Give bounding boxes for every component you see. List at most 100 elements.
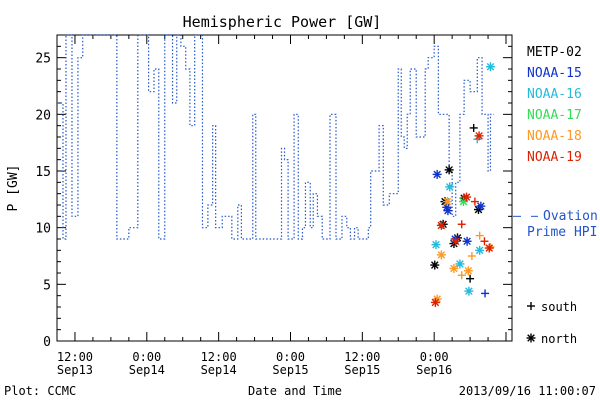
north-marker (431, 240, 441, 250)
north-marker (485, 62, 495, 72)
x-tick-label-time: 12:00 (344, 350, 380, 364)
north-marker (449, 263, 459, 273)
marker-stroke (485, 244, 494, 252)
ovation-series-line (57, 34, 495, 240)
ovation-label-line2: Prime HPI (527, 225, 597, 240)
x-tick-label-time: 0:00 (276, 350, 305, 364)
legend-entry: NOAA-16 (527, 87, 582, 102)
north-marker (430, 260, 440, 270)
ovation-line-path (57, 34, 495, 240)
y-tick-label: 25 (35, 52, 51, 67)
marker-stroke (445, 166, 453, 174)
north-marker (436, 250, 446, 260)
marker-stroke (464, 266, 473, 275)
south-marker (469, 123, 478, 132)
marker-stroke (465, 287, 473, 295)
north-marker (442, 197, 452, 207)
satellite-points (430, 62, 495, 307)
legend-entry: NOAA-18 (527, 129, 582, 144)
x-tick-label-time: 12:00 (201, 350, 237, 364)
x-tick-label-date: Sep15 (272, 363, 308, 377)
marker-stroke (459, 197, 468, 206)
north-marker (430, 297, 440, 307)
series-noaa-17 (459, 197, 469, 207)
x-tick-label-date: Sep13 (57, 363, 93, 377)
north-marker (455, 259, 465, 269)
marker-stroke (456, 260, 464, 268)
marker-stroke (486, 62, 495, 71)
north-marker (476, 201, 486, 211)
marker-stroke (475, 132, 483, 140)
x-tick-label-date: Sep16 (416, 363, 452, 377)
marker-stroke (450, 264, 458, 273)
y-tick-label: 5 (43, 278, 51, 293)
south-marker (467, 252, 476, 260)
y-tick-label: 20 (35, 108, 51, 123)
south-marker (466, 274, 475, 283)
south-marker (527, 302, 535, 310)
north-marker (436, 220, 446, 230)
north-marker (451, 236, 461, 246)
south-marker (473, 135, 482, 144)
series-noaa-16 (431, 62, 495, 296)
marker-stroke (431, 298, 440, 307)
north-marker (459, 197, 469, 207)
marker-stroke (443, 197, 452, 206)
x-tick-label-date: Sep14 (129, 363, 165, 377)
marker-stroke (477, 202, 485, 210)
legend: METP-02 NOAA-15 NOAA-16 NOAA-17 NOAA-18 NOAA-… (527, 45, 582, 165)
x-tick-label-date: Sep15 (344, 363, 380, 377)
series-noaa-19 (430, 131, 494, 307)
plot-frame (56, 34, 513, 342)
north-marker (462, 236, 472, 246)
y-tick-label: 15 (35, 165, 51, 180)
marker-legend-label: north (541, 332, 577, 346)
marker-stroke (437, 221, 446, 230)
south-marker (481, 289, 490, 298)
marker-stroke (463, 237, 471, 246)
north-marker (432, 169, 442, 179)
x-axis-label: Date and Time (248, 384, 342, 398)
south-marker (480, 237, 489, 246)
plot-border (56, 34, 513, 342)
plot-credit: Plot: CCMC (4, 384, 76, 398)
north-marker (463, 266, 473, 276)
north-marker (444, 165, 454, 175)
series-noaa-15 (432, 169, 490, 298)
ovation-label-line1: Ovation (543, 209, 598, 224)
x-tick-label-time: 0:00 (132, 350, 161, 364)
marker-stroke (462, 193, 471, 201)
south-marker (475, 231, 484, 240)
series-noaa-18 (432, 197, 495, 304)
north-marker (474, 131, 484, 141)
legend-entry: METP-02 (527, 45, 582, 60)
legend-entry: NOAA-19 (527, 150, 582, 165)
marker-stroke (451, 237, 460, 246)
x-axis: 12:00Sep130:00Sep1412:00Sep140:00Sep1512… (56, 35, 507, 377)
y-tick-label: 10 (35, 222, 51, 237)
y-axis: 0 5 10 15 20 25 (35, 34, 512, 350)
north-marker (484, 243, 494, 253)
marker-legend-label: south (541, 300, 577, 314)
x-tick-label-date: Sep14 (201, 363, 237, 377)
north-marker (464, 286, 474, 296)
marker-stroke (437, 251, 446, 259)
chart-title: Hemispheric Power [GW] (183, 13, 382, 31)
plot-timestamp: 2013/09/16 11:00:07 (459, 384, 596, 398)
x-tick-label-time: 0:00 (420, 350, 449, 364)
marker-legend: south north (526, 300, 577, 346)
y-tick-label: 0 (43, 335, 51, 350)
north-marker (526, 333, 536, 343)
marker-stroke (527, 334, 535, 342)
marker-stroke (475, 246, 484, 255)
north-marker (475, 245, 485, 255)
marker-stroke (445, 183, 454, 191)
marker-stroke (430, 261, 439, 269)
y-axis-label: P [GW] (6, 165, 21, 212)
x-tick-label-time: 12:00 (57, 350, 93, 364)
north-marker (445, 182, 455, 192)
marker-stroke (444, 206, 452, 215)
legend-entry: NOAA-15 (527, 66, 582, 81)
marker-stroke (442, 203, 451, 212)
